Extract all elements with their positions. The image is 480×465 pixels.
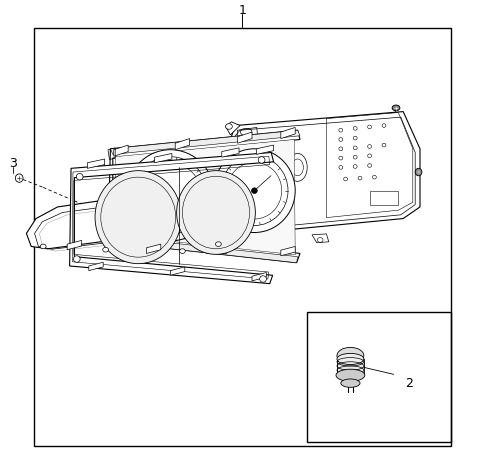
Ellipse shape (392, 105, 400, 111)
Ellipse shape (336, 369, 365, 381)
Text: 1: 1 (239, 4, 246, 17)
Ellipse shape (103, 247, 108, 252)
Ellipse shape (168, 193, 173, 198)
Ellipse shape (202, 219, 223, 241)
Polygon shape (312, 234, 329, 243)
Ellipse shape (180, 249, 185, 253)
Polygon shape (337, 359, 364, 374)
Text: 3: 3 (10, 157, 17, 170)
Ellipse shape (15, 174, 23, 182)
Polygon shape (89, 262, 103, 271)
Bar (34, 28, 451, 446)
Polygon shape (199, 238, 214, 247)
Polygon shape (175, 139, 190, 150)
Bar (307, 312, 451, 442)
Ellipse shape (226, 124, 232, 129)
Ellipse shape (76, 173, 83, 180)
Polygon shape (345, 375, 356, 382)
Ellipse shape (260, 276, 266, 282)
Ellipse shape (337, 347, 364, 364)
Polygon shape (256, 145, 274, 154)
Ellipse shape (214, 149, 295, 232)
Bar (206, 244, 226, 253)
Polygon shape (226, 122, 240, 135)
Ellipse shape (126, 150, 215, 241)
Ellipse shape (415, 168, 422, 176)
Polygon shape (170, 267, 185, 275)
Polygon shape (155, 153, 172, 163)
Ellipse shape (73, 256, 80, 262)
Ellipse shape (252, 188, 257, 193)
Polygon shape (70, 153, 274, 284)
Polygon shape (114, 145, 128, 156)
Polygon shape (281, 246, 295, 256)
Ellipse shape (177, 171, 255, 254)
Polygon shape (238, 132, 252, 143)
Ellipse shape (337, 353, 364, 365)
Polygon shape (110, 130, 300, 154)
Polygon shape (114, 229, 128, 238)
Text: 2: 2 (406, 377, 413, 390)
Ellipse shape (216, 242, 221, 246)
Polygon shape (115, 140, 295, 255)
Polygon shape (281, 127, 295, 139)
Polygon shape (146, 244, 161, 253)
Polygon shape (230, 112, 420, 235)
Ellipse shape (40, 244, 46, 249)
Ellipse shape (258, 157, 265, 163)
Polygon shape (108, 130, 300, 263)
Polygon shape (108, 236, 298, 263)
Ellipse shape (341, 379, 360, 387)
Bar (370, 191, 398, 205)
Polygon shape (252, 272, 266, 281)
Ellipse shape (95, 171, 181, 264)
Polygon shape (222, 148, 239, 157)
Polygon shape (67, 240, 82, 250)
Polygon shape (26, 200, 228, 249)
Ellipse shape (201, 198, 225, 223)
Polygon shape (87, 159, 105, 168)
